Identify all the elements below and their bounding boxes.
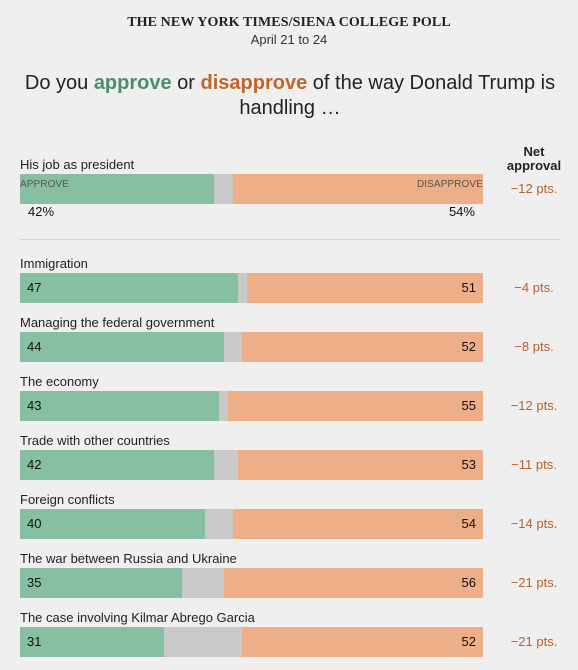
row-label: His job as president [20,157,135,172]
disapprove-value-label: 51 [461,280,476,295]
approve-bar: 31 [20,627,164,657]
question-prefix: Do you [24,72,94,94]
net-header-line-2: approval [506,158,562,173]
no-opinion-bar [237,273,247,303]
net-approval-value: −12 pts. [510,181,558,196]
net-approval-value: −4 pts. [514,280,554,295]
disapprove-bar: 54 [232,509,483,539]
approve-value-label: 42% [28,204,55,219]
approve-value-label: 31 [27,634,42,649]
stacked-bar: 42 53 [20,450,483,480]
disapprove-value-label: 52 [461,634,476,649]
chart-row: Immigration 47 51 −4 pts. [0,256,578,316]
question-suffix: of the way Donald Trump is handling … [239,72,556,119]
row-label: The case involving Kilmar Abrego Garcia [20,610,255,625]
chart-question: Do you approve or disapprove of the way … [20,71,560,121]
row-label: Immigration [20,256,88,271]
section-divider [20,239,560,240]
net-approval-header: Net approval [498,145,570,173]
chart-row: The war between Russia and Ukraine 35 56 −2… [0,551,578,611]
approve-value-label: 47 [27,280,42,295]
row-label: Foreign conflicts [20,492,115,507]
chart-row: The economy 43 55 −12 pts. [0,374,578,434]
row-label: Managing the federal government [20,315,215,330]
stacked-bar: 35 56 [20,568,483,598]
no-opinion-bar [223,332,243,362]
no-opinion-bar [219,391,229,421]
disapprove-value-label: 56 [461,575,476,590]
no-opinion-bar [182,568,224,598]
approve-bar: 40 [20,509,206,539]
question-approve-word: approve [93,72,172,94]
disapprove-value-label: 52 [461,339,476,354]
chart-row: The case involving Kilmar Abrego Garcia 3… [0,610,578,670]
poll-dates: April 21 to 24 [250,32,328,47]
stacked-bar: 40 54 [20,509,483,539]
approve-legend-label: APPROVE [20,179,70,190]
approve-value-label: 42 [27,457,42,472]
approve-bar: APPROVE 42% [20,174,215,219]
no-opinion-bar [214,450,238,480]
chart-row: Trade with other countries 42 53 −11 pts. [0,433,578,493]
disapprove-bar: DISAPPROVE 54% [232,174,483,219]
stacked-bar: 31 52 [20,627,483,657]
poll-source: THE NEW YORK TIMES/SIENA COLLEGE POLL [127,15,451,30]
disapprove-legend-label: DISAPPROVE [416,179,483,190]
disapprove-bar: 55 [228,391,483,421]
no-opinion-bar [205,509,233,539]
approve-bar: 35 [20,568,183,598]
approve-value-label: 43 [27,398,42,413]
net-approval-value: −12 pts. [510,398,558,413]
net-header-line-1: Net [523,144,545,159]
disapprove-value-label: 54 [461,516,476,531]
disapprove-value-label: 54% [448,204,475,219]
question-mid: or [171,72,201,94]
net-approval-value: −21 pts. [510,575,558,590]
net-approval-value: −21 pts. [510,634,558,649]
net-approval-value: −11 pts. [511,457,557,472]
chart-row: Managing the federal government 44 52 −8 pt… [0,315,578,375]
no-opinion-bar [163,627,243,657]
chart-row: Foreign conflicts 40 54 −14 pts. [0,492,578,552]
disapprove-bar: 51 [246,273,483,303]
net-approval-value: −14 pts. [510,516,558,531]
stacked-bar: APPROVE 42% DISAPPROVE 54% [20,174,483,219]
stacked-bar: 47 51 [20,273,483,303]
disapprove-bar: 56 [223,568,483,598]
approve-bar: 47 [20,273,238,303]
stacked-bar: 43 55 [20,391,483,421]
approve-bar: 44 [20,332,224,362]
no-opinion-bar [214,174,233,204]
chart-row: His job as president APPROVE 42% DISAPPROVE… [0,157,578,219]
question-disapprove-word: disapprove [200,72,308,94]
approve-bar: 42 [20,450,215,480]
approve-bar: 43 [20,391,220,421]
approve-value-label: 44 [27,339,42,354]
disapprove-value-label: 55 [461,398,476,413]
disapprove-bar: 52 [242,332,483,362]
row-label: The economy [20,374,99,389]
stacked-bar: 44 52 [20,332,483,362]
row-label: Trade with other countries [20,433,170,448]
disapprove-value-label: 53 [461,457,476,472]
net-approval-value: −8 pts. [514,339,554,354]
approve-value-label: 35 [27,575,42,590]
disapprove-bar: 53 [237,450,483,480]
approve-value-label: 40 [27,516,42,531]
row-label: The war between Russia and Ukraine [20,551,237,566]
disapprove-bar: 52 [242,627,483,657]
